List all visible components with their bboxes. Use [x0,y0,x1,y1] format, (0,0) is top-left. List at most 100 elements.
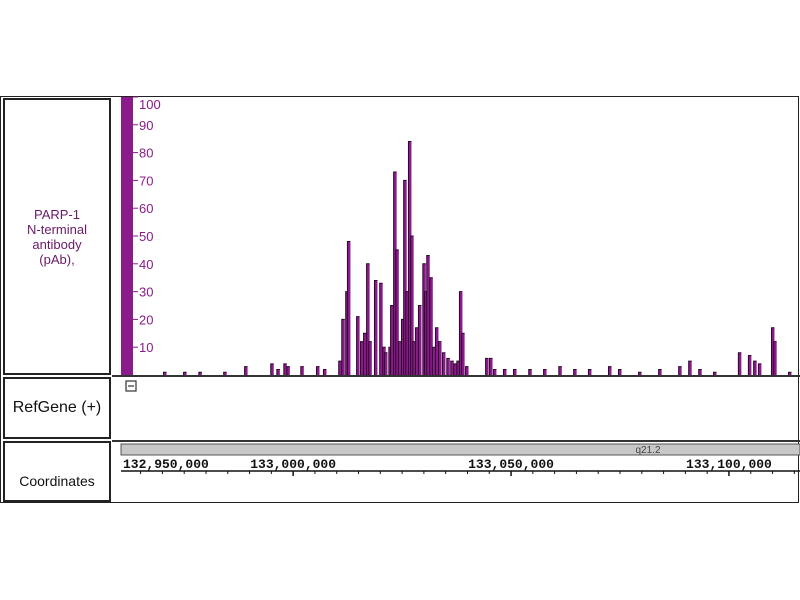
signal-bar [503,369,507,375]
signal-bar-outline [405,291,409,375]
signal-bar-outline [528,368,532,375]
signal-bar [384,352,388,375]
signal-track-label[interactable]: PARP-1 N-terminal antibody (pAb), [3,98,111,375]
signal-bar-outline [300,366,304,375]
signal-bar [450,361,454,375]
y-axis: 10 20 30 40 50 60 70 80 90 100 [133,96,161,355]
y-tick-label: 40 [139,257,153,272]
signal-bar-outline [558,366,562,375]
signal-bar-outline [543,368,547,375]
signal-bar [300,366,304,375]
data-range-scale-bar[interactable] [121,97,133,375]
signal-bar-outline [368,341,372,375]
signal-bar [738,352,742,375]
signal-bar [489,358,493,375]
signal-bar-outline [450,360,454,375]
signal-bar [432,347,436,375]
signal-bar [442,352,446,375]
signal-bar-outline [434,327,439,375]
signal-bar [465,366,469,375]
signal-bar-outline [410,235,414,375]
signal-bar-outline [422,263,426,375]
signal-bar-outline [363,332,367,375]
signal-bar-outline [438,341,442,375]
signal-bar [316,366,320,375]
signal-bar-outline [737,352,742,375]
signal-bar-outline [489,357,493,375]
browser-frame [0,96,799,503]
signal-bars [163,140,792,375]
signal-bar-outline [338,360,342,375]
y-tick-label: 80 [139,146,153,161]
y-tick-label: 60 [139,201,153,216]
signal-bar [418,305,422,375]
signal-bar-outline [383,352,388,375]
signal-bar [356,316,360,375]
signal-bar [405,291,409,375]
signal-bar [398,341,402,375]
signal-bar [366,263,370,375]
signal-bar-outline [379,282,383,375]
signal-bar [401,319,405,375]
signal-bar-outline [183,371,187,375]
signal-bar-outline [465,366,469,375]
signal-bar-outline [573,368,577,375]
signal-bar-outline [346,241,351,375]
signal-bar-outline [688,360,692,375]
signal-bar [393,172,397,375]
signal-bar-outline [456,360,460,375]
y-tick-label: 10 [139,340,153,355]
signal-bar-outline [366,263,370,375]
label-line: (pAb), [39,251,75,267]
signal-bar [374,280,378,375]
signal-bar-outline [356,316,360,375]
signal-bar-outline [787,371,792,375]
y-tick-label: 90 [139,118,153,133]
track-divider [112,440,800,442]
minus-box-icon[interactable] [125,380,137,392]
signal-bar-outline [458,291,463,375]
signal-bar-outline [412,341,416,375]
refgene-track-label[interactable]: RefGene (+) [3,377,111,439]
signal-bar-outline [770,327,775,375]
signal-bar [753,361,757,375]
signal-bar [415,327,419,375]
signal-bar [323,369,327,375]
signal-bar-outline [502,368,507,375]
signal-bar-outline [713,371,717,375]
signal-bar [459,291,463,375]
coordinates-track-label[interactable]: Coordinates [3,441,111,502]
signal-bar [244,366,248,375]
label-line: antibody [32,236,82,252]
coordinate-ruler: 132,950,000 133,000,000 133,050,000 133,100… [121,457,800,476]
y-tick-label: 50 [139,229,153,244]
signal-bar [543,369,547,375]
signal-bar-outline [747,355,752,375]
signal-bar-outline [283,363,287,375]
signal-bar-outline [397,341,402,375]
track-divider [112,375,800,377]
signal-bar [426,255,430,375]
signal-bar [270,363,274,375]
band-label: q21.2 [635,445,660,456]
signal-bar [748,355,752,375]
signal-bar-outline [163,371,167,375]
signal-bar-outline [441,352,446,375]
signal-bar [198,372,202,375]
signal-bar-outline [414,327,419,375]
chromosome-ideogram [120,443,800,456]
signal-bar [558,366,562,375]
label-line: PARP-1 [34,206,80,222]
signal-bar-outline [429,277,433,375]
signal-bar [360,341,364,375]
signal-bar-outline [658,368,662,375]
x-tick-label: 133,050,000 [468,457,554,472]
signal-bar [773,341,777,375]
signal-bar-outline [773,341,777,375]
signal-bar [771,327,775,375]
signal-bar [403,180,407,375]
signal-bar [412,341,416,375]
signal-bar-outline [395,249,399,375]
y-tick-label: 30 [139,285,153,300]
